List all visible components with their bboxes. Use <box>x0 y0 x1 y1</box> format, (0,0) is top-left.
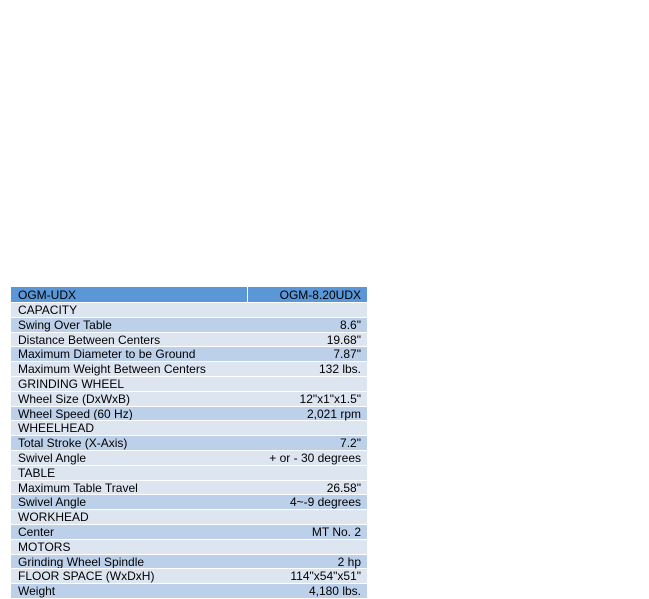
table-row: Maximum Table Travel 26.58" <box>11 480 367 496</box>
section-row: WORKHEAD <box>11 510 367 525</box>
table-row: FLOOR SPACE (WxDxH) 114"x54"x51" <box>11 569 367 585</box>
section-row: MOTORS <box>11 539 367 555</box>
section-title: GRINDING WHEEL <box>18 376 125 391</box>
spec-value: 8.6" <box>340 317 361 332</box>
table-row: Swivel Angle + or - 30 degrees <box>11 450 367 466</box>
spec-label: Maximum Diameter to be Ground <box>18 347 196 362</box>
spec-value: 19.68" <box>326 332 361 347</box>
table-row: Swing Over Table 8.6" <box>11 317 367 333</box>
spec-value: 4,180 lbs. <box>308 584 361 599</box>
spec-label: Wheel Size (DxWxB) <box>18 391 131 406</box>
spec-value: 132 lbs. <box>318 362 361 377</box>
spec-label: Swing Over Table <box>18 317 112 332</box>
section-title: WORKHEAD <box>18 510 89 524</box>
spec-label: Center <box>18 524 55 539</box>
section-title: WHEELHEAD <box>18 421 95 436</box>
spec-value: + or - 30 degrees <box>269 450 361 465</box>
table-row: Grinding Wheel Spindle 2 hp <box>11 554 367 570</box>
spec-value: 4~-9 degrees <box>289 495 361 510</box>
table-row: Wheel Size (DxWxB) 12"x1"x1.5" <box>11 391 367 407</box>
spec-label: Swivel Angle <box>18 450 87 465</box>
spec-value: 114"x54"x51" <box>290 569 361 584</box>
section-row: GRINDING WHEEL <box>11 376 367 392</box>
table-row: Weight 4,180 lbs. <box>11 584 367 599</box>
spec-label: Maximum Table Travel <box>18 480 138 495</box>
spec-value <box>247 303 367 317</box>
header-model-value: OGM-8.20UDX <box>279 288 361 302</box>
section-row: WHEELHEAD <box>11 421 367 437</box>
spec-label: Maximum Weight Between Centers <box>18 362 206 376</box>
spec-value <box>247 421 367 435</box>
table-row: Center MT No. 2 <box>11 524 367 540</box>
spec-label: Weight <box>18 584 56 598</box>
spec-value: 2,021 rpm <box>306 406 361 421</box>
table-row: Distance Between Centers 19.68" <box>11 332 367 348</box>
spec-table: OGM-UDX OGM-8.20UDX CAPACITY Swing Over T… <box>11 287 367 599</box>
spec-value: 26.58" <box>326 480 361 495</box>
table-body: CAPACITY Swing Over Table 8.6" Distance Bet… <box>11 303 367 599</box>
spec-value <box>247 510 367 524</box>
table-row: Swivel Angle 4~-9 degrees <box>11 495 367 511</box>
spec-value <box>247 466 367 480</box>
spec-value <box>247 540 367 554</box>
spec-value: 7.2" <box>340 436 361 451</box>
table-row: Maximum Diameter to be Ground 7.87" <box>11 347 367 363</box>
spec-label: Wheel Speed (60 Hz) <box>18 406 133 421</box>
spec-value: 2 hp <box>337 554 361 569</box>
spec-label: Distance Between Centers <box>18 332 161 347</box>
spec-label: Swivel Angle <box>18 495 87 510</box>
spec-label: Grinding Wheel Spindle <box>18 554 145 569</box>
spec-value: 12"x1"x1.5" <box>299 391 361 406</box>
table-row: Maximum Weight Between Centers 132 lbs. <box>11 362 367 377</box>
section-title: MOTORS <box>18 539 71 554</box>
table-row: Total Stroke (X-Axis) 7.2" <box>11 436 367 451</box>
spec-value <box>247 377 367 391</box>
section-row: CAPACITY <box>11 303 367 318</box>
spec-value: 7.87" <box>333 347 361 362</box>
section-title: CAPACITY <box>18 303 78 317</box>
section-title: TABLE <box>18 465 56 480</box>
section-row: TABLE <box>11 465 367 481</box>
table-header: OGM-UDX OGM-8.20UDX <box>11 287 367 303</box>
header-model-label: OGM-UDX <box>11 287 248 302</box>
spec-label: Total Stroke (X-Axis) <box>18 436 128 450</box>
table-row: Wheel Speed (60 Hz) 2,021 rpm <box>11 406 367 422</box>
spec-label: FLOOR SPACE (WxDxH) <box>18 569 155 584</box>
spec-value: MT No. 2 <box>311 524 361 539</box>
